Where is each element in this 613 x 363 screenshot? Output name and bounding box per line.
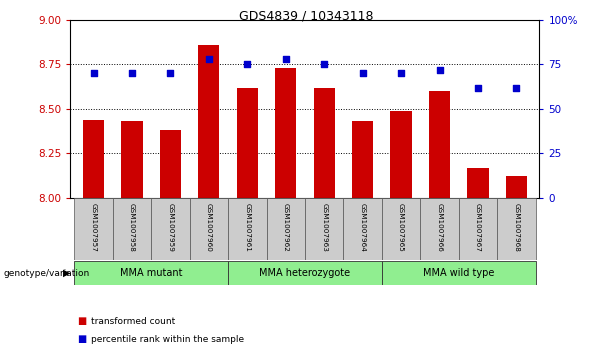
Bar xyxy=(237,87,258,198)
Text: GSM1007960: GSM1007960 xyxy=(206,203,212,252)
Point xyxy=(166,70,175,76)
Bar xyxy=(314,87,335,198)
Bar xyxy=(228,261,382,285)
Bar xyxy=(305,198,343,260)
Bar xyxy=(160,130,181,198)
Point xyxy=(127,70,137,76)
Text: GSM1007957: GSM1007957 xyxy=(91,203,97,252)
Point xyxy=(396,70,406,76)
Text: GSM1007963: GSM1007963 xyxy=(321,203,327,252)
Bar xyxy=(429,91,450,198)
Text: ▶: ▶ xyxy=(63,268,70,278)
Bar xyxy=(74,261,228,285)
Bar xyxy=(151,198,189,260)
Bar xyxy=(390,111,412,198)
Text: GSM1007965: GSM1007965 xyxy=(398,203,404,252)
Bar xyxy=(421,198,459,260)
Text: GSM1007962: GSM1007962 xyxy=(283,203,289,252)
Bar xyxy=(74,198,113,260)
Text: ■: ■ xyxy=(77,334,86,344)
Point xyxy=(511,85,521,90)
Text: genotype/variation: genotype/variation xyxy=(3,269,89,278)
Text: GDS4839 / 10343118: GDS4839 / 10343118 xyxy=(239,9,374,22)
Text: MMA wild type: MMA wild type xyxy=(423,268,495,278)
Text: GSM1007964: GSM1007964 xyxy=(360,203,365,252)
Text: GSM1007958: GSM1007958 xyxy=(129,203,135,252)
Bar xyxy=(382,198,421,260)
Bar xyxy=(267,198,305,260)
Text: GSM1007968: GSM1007968 xyxy=(513,203,519,252)
Bar xyxy=(121,121,143,198)
Point xyxy=(204,56,214,62)
Bar xyxy=(382,261,536,285)
Text: GSM1007967: GSM1007967 xyxy=(475,203,481,252)
Point xyxy=(319,61,329,68)
Bar xyxy=(189,198,228,260)
Point xyxy=(435,67,444,73)
Bar xyxy=(459,198,497,260)
Bar xyxy=(352,121,373,198)
Bar xyxy=(83,119,104,198)
Text: GSM1007966: GSM1007966 xyxy=(436,203,443,252)
Point xyxy=(473,85,483,90)
Point xyxy=(242,61,252,68)
Bar xyxy=(228,198,267,260)
Point xyxy=(89,70,99,76)
Text: transformed count: transformed count xyxy=(91,317,175,326)
Point xyxy=(358,70,368,76)
Text: percentile rank within the sample: percentile rank within the sample xyxy=(91,335,244,344)
Text: GSM1007961: GSM1007961 xyxy=(245,203,250,252)
Point xyxy=(281,56,291,62)
Bar xyxy=(497,198,536,260)
Bar xyxy=(275,68,296,198)
Bar xyxy=(198,45,219,198)
Bar xyxy=(343,198,382,260)
Text: MMA heterozygote: MMA heterozygote xyxy=(259,268,351,278)
Text: GSM1007959: GSM1007959 xyxy=(167,203,173,252)
Text: MMA mutant: MMA mutant xyxy=(120,268,183,278)
Bar xyxy=(506,176,527,198)
Bar xyxy=(113,198,151,260)
Bar xyxy=(467,168,489,198)
Text: ■: ■ xyxy=(77,316,86,326)
